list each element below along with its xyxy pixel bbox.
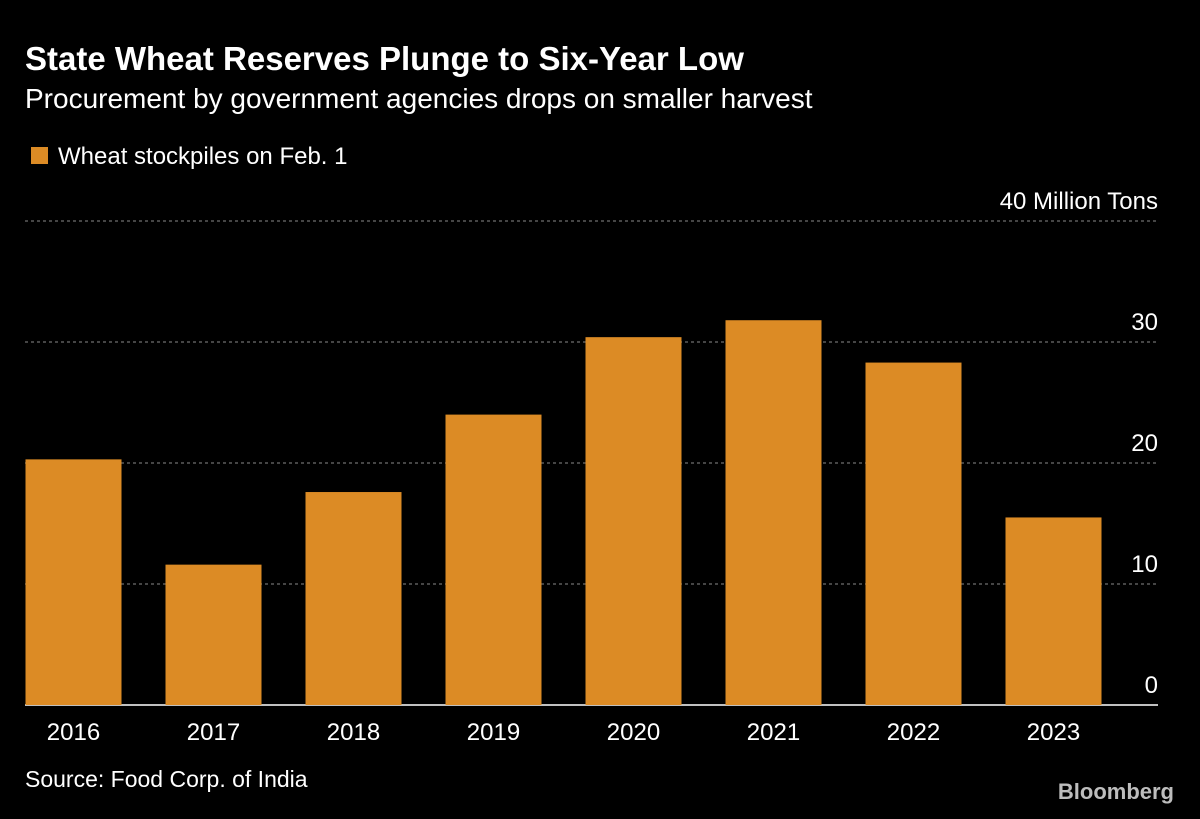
bar-2023: [1005, 517, 1102, 705]
x-tick-label: 2017: [187, 719, 240, 746]
bar-2016: [25, 459, 122, 705]
source-note: Source: Food Corp. of India: [25, 766, 308, 792]
chart-title: State Wheat Reserves Plunge to Six-Year …: [25, 40, 744, 77]
x-tick-label: 2019: [467, 719, 520, 746]
legend-label: Wheat stockpiles on Feb. 1: [58, 143, 347, 170]
bar-2021: [725, 320, 822, 705]
y-tick-label: 10: [1131, 551, 1158, 578]
bar-2020: [585, 337, 682, 705]
y-tick-label: 30: [1131, 309, 1158, 336]
y-tick-label: 40 Million Tons: [1000, 188, 1158, 215]
x-tick-label: 2023: [1027, 719, 1080, 746]
bar-2019: [445, 414, 542, 705]
bloomberg-logo: Bloomberg: [1058, 779, 1174, 804]
bar-2022: [865, 362, 962, 705]
x-tick-label: 2022: [887, 719, 940, 746]
x-tick-label: 2020: [607, 719, 660, 746]
bar-2017: [165, 564, 262, 705]
x-tick-label: 2016: [47, 719, 100, 746]
y-tick-label: 20: [1131, 430, 1158, 457]
legend-swatch: [31, 147, 48, 164]
bar-2018: [305, 492, 402, 705]
x-tick-label: 2018: [327, 719, 380, 746]
y-tick-label: 0: [1145, 672, 1158, 699]
chart-subtitle: Procurement by government agencies drops…: [25, 83, 813, 114]
x-tick-label: 2021: [747, 719, 800, 746]
